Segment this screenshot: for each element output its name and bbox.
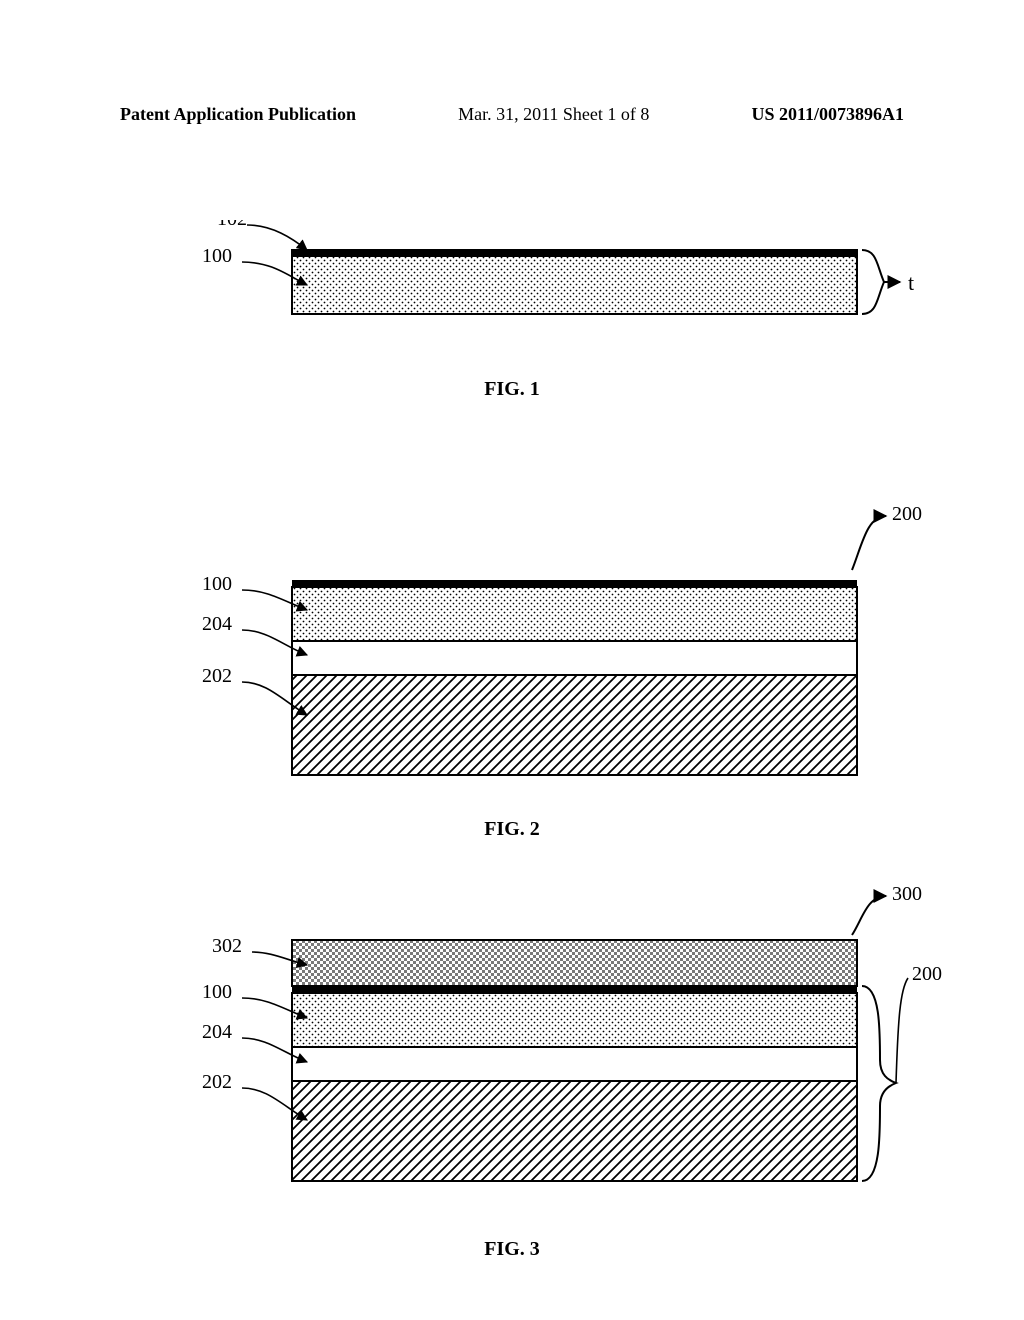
fig1-top-layer [292,250,857,257]
header-right: US 2011/0073896A1 [751,104,904,125]
fig1-label-102: 102 [217,220,247,230]
figure-3: 300 302 100 204 202 200 FIG. 3 [0,880,1024,1261]
fig1-substrate [292,250,857,314]
fig1-caption: FIG. 1 [0,378,1024,401]
page-header: Patent Application Publication Mar. 31, … [0,104,1024,125]
fig2-layer-100 [292,587,857,641]
fig3-leader-300 [852,896,886,935]
fig1-brace-t [862,250,884,314]
fig2-svg: 200 100 204 202 [62,500,962,800]
figure-2: 200 100 204 202 FIG. 2 [0,500,1024,841]
fig1-leader-102 [247,225,307,250]
fig2-label-100: 100 [202,573,232,595]
fig2-stack [292,580,857,775]
fig3-label-202: 202 [202,1071,232,1093]
fig3-stack [292,940,857,1181]
fig3-brace-200 [862,986,896,1181]
fig3-layer-202 [292,1081,857,1181]
fig3-layer-204 [292,1047,857,1081]
fig2-layer-202 [292,675,857,775]
fig1-label-t: t [908,270,914,295]
fig3-layer-100 [292,993,857,1047]
header-center: Mar. 31, 2011 Sheet 1 of 8 [458,104,649,125]
fig2-layer-204 [292,641,857,675]
header-left: Patent Application Publication [120,104,356,125]
fig2-label-202: 202 [202,665,232,687]
fig3-leader-200 [896,978,908,1083]
figure-1: 102 100 t FIG. 1 [0,220,1024,401]
fig2-label-204: 204 [202,613,232,635]
fig2-label-200: 200 [892,503,922,525]
fig3-layer-302 [292,940,857,986]
fig1-label-100: 100 [202,245,232,267]
fig2-caption: FIG. 2 [0,818,1024,841]
fig3-caption: FIG. 3 [0,1238,1024,1261]
fig3-label-300: 300 [892,883,922,905]
fig3-label-200: 200 [912,963,942,985]
fig3-label-100: 100 [202,981,232,1003]
fig3-svg: 300 302 100 204 202 200 [62,880,962,1220]
fig3-label-204: 204 [202,1021,232,1043]
fig2-leader-200 [852,516,886,570]
fig3-label-302: 302 [212,935,242,957]
fig1-svg: 102 100 t [62,220,962,360]
